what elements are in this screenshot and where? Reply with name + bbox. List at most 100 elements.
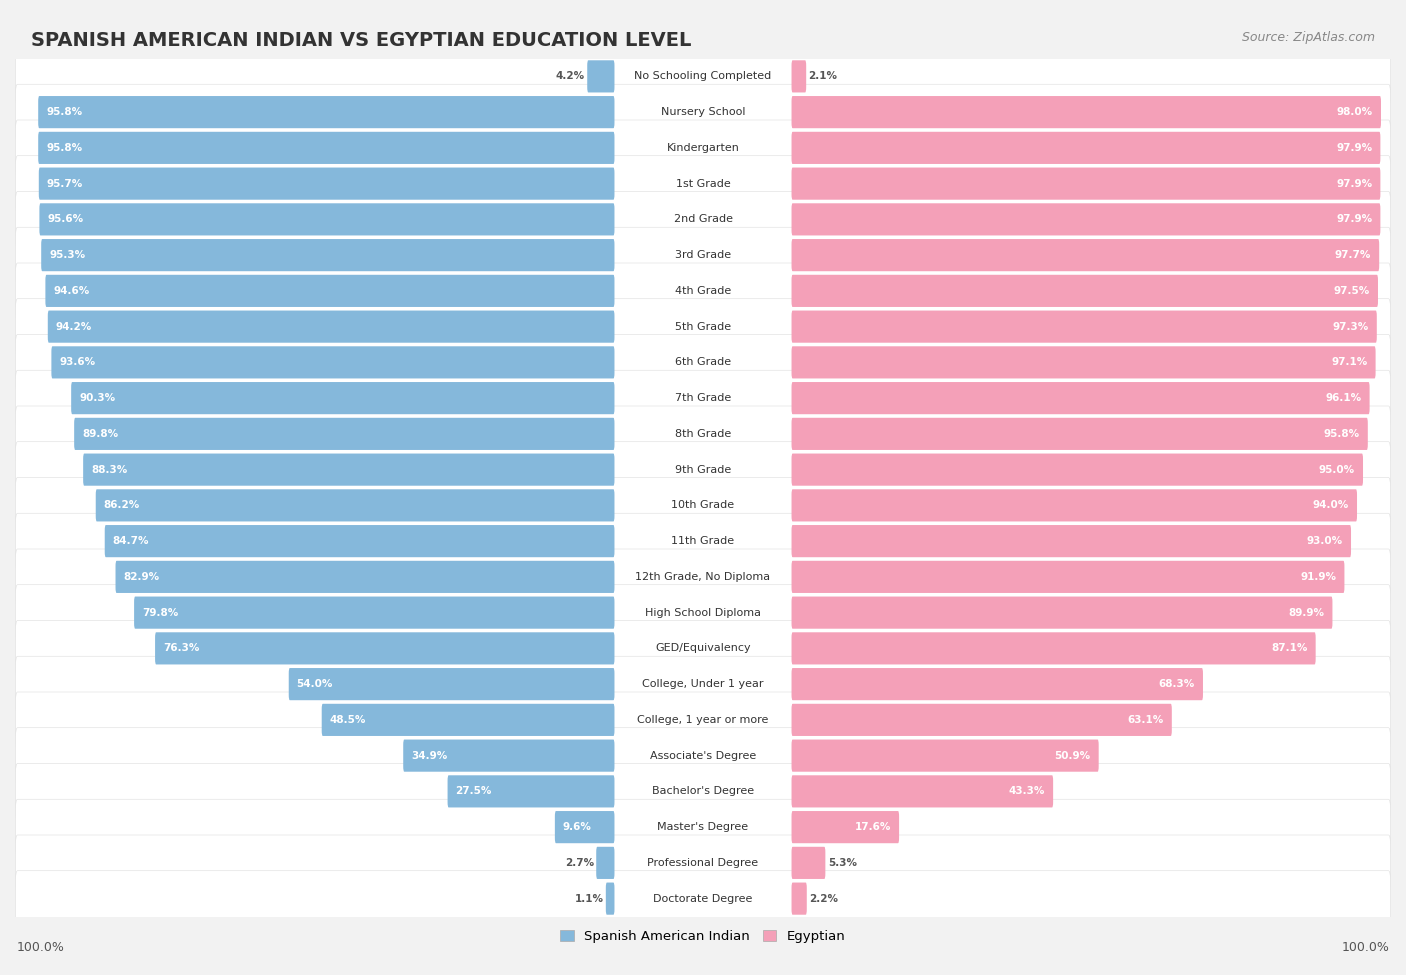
FancyBboxPatch shape [15, 156, 1391, 212]
FancyBboxPatch shape [792, 704, 1171, 736]
FancyBboxPatch shape [39, 203, 614, 235]
Text: 84.7%: 84.7% [112, 536, 149, 546]
FancyBboxPatch shape [75, 417, 614, 450]
FancyBboxPatch shape [792, 489, 1357, 522]
FancyBboxPatch shape [15, 513, 1391, 569]
FancyBboxPatch shape [83, 453, 614, 486]
FancyBboxPatch shape [48, 310, 614, 343]
FancyBboxPatch shape [41, 239, 614, 271]
Text: 68.3%: 68.3% [1159, 680, 1195, 689]
FancyBboxPatch shape [792, 811, 898, 843]
FancyBboxPatch shape [115, 561, 614, 593]
Text: 27.5%: 27.5% [456, 787, 492, 797]
Text: Source: ZipAtlas.com: Source: ZipAtlas.com [1241, 31, 1375, 44]
Text: 9.6%: 9.6% [562, 822, 592, 832]
Text: 76.3%: 76.3% [163, 644, 200, 653]
FancyBboxPatch shape [15, 370, 1391, 426]
FancyBboxPatch shape [792, 168, 1381, 200]
Text: 97.1%: 97.1% [1331, 358, 1368, 368]
Text: 94.6%: 94.6% [53, 286, 90, 295]
FancyBboxPatch shape [15, 656, 1391, 712]
FancyBboxPatch shape [39, 168, 614, 200]
FancyBboxPatch shape [447, 775, 614, 807]
Text: 48.5%: 48.5% [329, 715, 366, 724]
Text: 95.0%: 95.0% [1319, 465, 1355, 475]
FancyBboxPatch shape [792, 597, 1333, 629]
FancyBboxPatch shape [792, 203, 1381, 235]
Text: 97.9%: 97.9% [1336, 214, 1372, 224]
FancyBboxPatch shape [404, 739, 614, 771]
Text: 95.8%: 95.8% [46, 143, 82, 153]
FancyBboxPatch shape [15, 334, 1391, 390]
Text: College, 1 year or more: College, 1 year or more [637, 715, 769, 724]
Text: 98.0%: 98.0% [1337, 107, 1374, 117]
Text: 97.3%: 97.3% [1333, 322, 1369, 332]
FancyBboxPatch shape [792, 346, 1375, 378]
FancyBboxPatch shape [606, 882, 614, 915]
FancyBboxPatch shape [15, 191, 1391, 248]
Text: Kindergarten: Kindergarten [666, 143, 740, 153]
Text: 95.8%: 95.8% [46, 107, 82, 117]
FancyBboxPatch shape [792, 668, 1204, 700]
FancyBboxPatch shape [792, 882, 807, 915]
Text: 89.9%: 89.9% [1288, 607, 1324, 617]
Text: Nursery School: Nursery School [661, 107, 745, 117]
FancyBboxPatch shape [15, 871, 1391, 926]
FancyBboxPatch shape [792, 382, 1369, 414]
Text: 7th Grade: 7th Grade [675, 393, 731, 403]
Text: 10th Grade: 10th Grade [672, 500, 734, 510]
Text: 87.1%: 87.1% [1271, 644, 1308, 653]
FancyBboxPatch shape [15, 692, 1391, 748]
Text: 97.9%: 97.9% [1336, 143, 1372, 153]
FancyBboxPatch shape [45, 275, 614, 307]
Text: No Schooling Completed: No Schooling Completed [634, 71, 772, 81]
FancyBboxPatch shape [52, 346, 614, 378]
Text: 17.6%: 17.6% [855, 822, 891, 832]
Legend: Spanish American Indian, Egyptian: Spanish American Indian, Egyptian [555, 925, 851, 949]
Text: 96.1%: 96.1% [1326, 393, 1361, 403]
FancyBboxPatch shape [792, 453, 1362, 486]
FancyBboxPatch shape [104, 525, 614, 557]
Text: 63.1%: 63.1% [1128, 715, 1164, 724]
FancyBboxPatch shape [322, 704, 614, 736]
Text: 79.8%: 79.8% [142, 607, 179, 617]
FancyBboxPatch shape [288, 668, 614, 700]
FancyBboxPatch shape [15, 227, 1391, 283]
Text: 86.2%: 86.2% [104, 500, 141, 510]
FancyBboxPatch shape [15, 298, 1391, 355]
Text: Bachelor's Degree: Bachelor's Degree [652, 787, 754, 797]
Text: 5th Grade: 5th Grade [675, 322, 731, 332]
Text: SPANISH AMERICAN INDIAN VS EGYPTIAN EDUCATION LEVEL: SPANISH AMERICAN INDIAN VS EGYPTIAN EDUC… [31, 31, 692, 50]
Text: 34.9%: 34.9% [411, 751, 447, 760]
Text: 95.8%: 95.8% [1324, 429, 1360, 439]
FancyBboxPatch shape [15, 263, 1391, 319]
Text: 97.5%: 97.5% [1334, 286, 1369, 295]
FancyBboxPatch shape [15, 49, 1391, 104]
FancyBboxPatch shape [15, 585, 1391, 641]
FancyBboxPatch shape [792, 561, 1344, 593]
Text: 3rd Grade: 3rd Grade [675, 251, 731, 260]
Text: Associate's Degree: Associate's Degree [650, 751, 756, 760]
FancyBboxPatch shape [15, 763, 1391, 819]
FancyBboxPatch shape [792, 525, 1351, 557]
FancyBboxPatch shape [792, 775, 1053, 807]
FancyBboxPatch shape [15, 620, 1391, 677]
Text: 95.3%: 95.3% [49, 251, 86, 260]
Text: 6th Grade: 6th Grade [675, 358, 731, 368]
Text: 93.0%: 93.0% [1308, 536, 1343, 546]
Text: 97.9%: 97.9% [1336, 178, 1372, 188]
FancyBboxPatch shape [15, 727, 1391, 784]
FancyBboxPatch shape [15, 442, 1391, 497]
Text: 90.3%: 90.3% [79, 393, 115, 403]
Text: 5.3%: 5.3% [828, 858, 856, 868]
Text: 100.0%: 100.0% [1341, 941, 1389, 954]
Text: 12th Grade, No Diploma: 12th Grade, No Diploma [636, 572, 770, 582]
Text: 2nd Grade: 2nd Grade [673, 214, 733, 224]
FancyBboxPatch shape [792, 632, 1316, 665]
Text: 11th Grade: 11th Grade [672, 536, 734, 546]
FancyBboxPatch shape [596, 846, 614, 879]
Text: High School Diploma: High School Diploma [645, 607, 761, 617]
FancyBboxPatch shape [792, 310, 1376, 343]
FancyBboxPatch shape [792, 239, 1379, 271]
Text: 4.2%: 4.2% [555, 71, 585, 81]
